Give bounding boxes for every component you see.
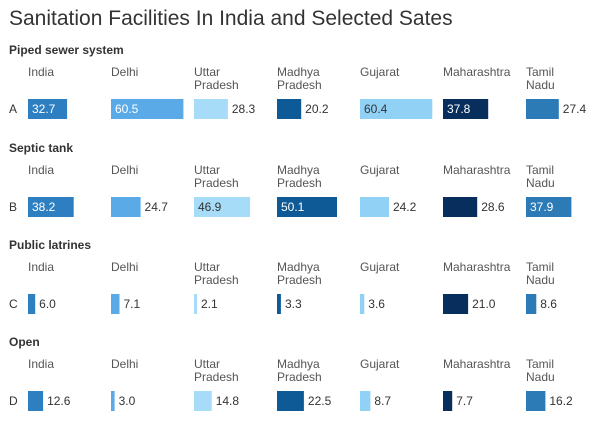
category-label-public-latrines-tamil-nadu: Tamil Nadu xyxy=(526,260,555,287)
bar-septic-tank-gujarat xyxy=(360,197,389,217)
value-label-septic-tank-maharashtra: 28.6 xyxy=(481,200,505,214)
value-label-public-latrines-delhi: 7.1 xyxy=(123,297,140,311)
bar-septic-tank-uttar-pradesh xyxy=(194,197,251,217)
category-label-piped-sewer-system-india: India xyxy=(28,65,54,79)
bar-septic-tank-madhya-pradesh xyxy=(277,197,337,217)
row-label-public-latrines: C xyxy=(9,297,18,311)
bar-open-india xyxy=(28,391,44,411)
bar-public-latrines-uttar-pradesh xyxy=(194,294,197,314)
value-label-public-latrines-madhya-pradesh: 3.3 xyxy=(285,297,302,311)
value-label-open-uttar-pradesh: 14.8 xyxy=(216,394,240,408)
bar-public-latrines-tamil-nadu xyxy=(526,294,537,314)
category-label-public-latrines-india: India xyxy=(28,260,54,274)
bar-open-delhi xyxy=(111,391,115,411)
value-label-piped-sewer-system-india: 32.7 xyxy=(32,102,56,116)
chart-title: Sanitation Facilities In India and Selec… xyxy=(9,7,453,30)
value-label-piped-sewer-system-gujarat: 60.4 xyxy=(364,102,388,116)
value-label-piped-sewer-system-madhya-pradesh: 20.2 xyxy=(305,102,329,116)
panel-title-septic-tank: Septic tank xyxy=(9,141,73,155)
value-label-public-latrines-tamil-nadu: 8.6 xyxy=(540,297,557,311)
value-label-septic-tank-uttar-pradesh: 46.9 xyxy=(198,200,222,214)
category-label-public-latrines-gujarat: Gujarat xyxy=(360,260,400,274)
value-label-open-india: 12.6 xyxy=(47,394,71,408)
bar-piped-sewer-system-delhi xyxy=(111,99,184,119)
category-label-septic-tank-uttar-pradesh: Uttar Pradesh xyxy=(194,163,239,190)
bar-open-gujarat xyxy=(360,391,371,411)
value-label-piped-sewer-system-maharashtra: 37.8 xyxy=(447,102,471,116)
bar-public-latrines-delhi xyxy=(111,294,120,314)
bar-open-maharashtra xyxy=(443,391,453,411)
bar-public-latrines-maharashtra xyxy=(443,294,469,314)
value-label-public-latrines-india: 6.0 xyxy=(39,297,56,311)
category-label-septic-tank-gujarat: Gujarat xyxy=(360,163,400,177)
category-label-piped-sewer-system-madhya-pradesh: Madhya Pradesh xyxy=(277,65,322,92)
value-label-open-maharashtra: 7.7 xyxy=(456,394,473,408)
category-label-public-latrines-uttar-pradesh: Uttar Pradesh xyxy=(194,260,239,287)
bar-piped-sewer-system-tamil-nadu xyxy=(526,99,559,119)
bar-septic-tank-india xyxy=(28,197,74,217)
value-label-public-latrines-maharashtra: 21.0 xyxy=(472,297,496,311)
category-label-septic-tank-india: India xyxy=(28,163,54,177)
category-label-piped-sewer-system-uttar-pradesh: Uttar Pradesh xyxy=(194,65,239,92)
value-label-septic-tank-madhya-pradesh: 50.1 xyxy=(281,200,305,214)
category-label-open-maharashtra: Maharashtra xyxy=(443,357,511,371)
category-label-public-latrines-madhya-pradesh: Madhya Pradesh xyxy=(277,260,322,287)
bar-public-latrines-madhya-pradesh xyxy=(277,294,281,314)
category-label-open-delhi: Delhi xyxy=(111,357,138,371)
category-label-open-tamil-nadu: Tamil Nadu xyxy=(526,357,555,384)
value-label-septic-tank-gujarat: 24.2 xyxy=(393,200,417,214)
row-label-septic-tank: B xyxy=(9,200,17,214)
bar-piped-sewer-system-maharashtra xyxy=(443,99,489,119)
bar-public-latrines-gujarat xyxy=(360,294,365,314)
bar-open-tamil-nadu xyxy=(526,391,546,411)
bar-septic-tank-maharashtra xyxy=(443,197,478,217)
panel-title-piped-sewer-system: Piped sewer system xyxy=(9,43,124,57)
bar-open-uttar-pradesh xyxy=(194,391,212,411)
category-label-public-latrines-maharashtra: Maharashtra xyxy=(443,260,511,274)
value-label-open-madhya-pradesh: 22.5 xyxy=(308,394,332,408)
bar-septic-tank-tamil-nadu xyxy=(526,197,572,217)
value-label-piped-sewer-system-delhi: 60.5 xyxy=(115,102,139,116)
panel-title-open: Open xyxy=(9,335,40,349)
value-label-public-latrines-gujarat: 3.6 xyxy=(368,297,385,311)
category-label-public-latrines-delhi: Delhi xyxy=(111,260,138,274)
bar-public-latrines-india xyxy=(28,294,36,314)
value-label-septic-tank-delhi: 24.7 xyxy=(145,200,169,214)
category-label-piped-sewer-system-delhi: Delhi xyxy=(111,65,138,79)
category-label-open-madhya-pradesh: Madhya Pradesh xyxy=(277,357,322,384)
bar-piped-sewer-system-uttar-pradesh xyxy=(194,99,228,119)
category-label-piped-sewer-system-tamil-nadu: Tamil Nadu xyxy=(526,65,555,92)
category-label-septic-tank-maharashtra: Maharashtra xyxy=(443,163,511,177)
row-label-piped-sewer-system: A xyxy=(9,102,17,116)
category-label-septic-tank-tamil-nadu: Tamil Nadu xyxy=(526,163,555,190)
category-label-open-india: India xyxy=(28,357,54,371)
category-label-open-gujarat: Gujarat xyxy=(360,357,400,371)
category-label-open-uttar-pradesh: Uttar Pradesh xyxy=(194,357,239,384)
bar-open-madhya-pradesh xyxy=(277,391,304,411)
value-label-piped-sewer-system-uttar-pradesh: 28.3 xyxy=(232,102,256,116)
panel-title-public-latrines: Public latrines xyxy=(9,238,91,252)
category-label-septic-tank-madhya-pradesh: Madhya Pradesh xyxy=(277,163,322,190)
bar-septic-tank-delhi xyxy=(111,197,141,217)
bar-piped-sewer-system-madhya-pradesh xyxy=(277,99,302,119)
value-label-septic-tank-tamil-nadu: 37.9 xyxy=(530,200,554,214)
value-label-piped-sewer-system-tamil-nadu: 27.4 xyxy=(563,102,587,116)
value-label-public-latrines-uttar-pradesh: 2.1 xyxy=(201,297,218,311)
bar-piped-sewer-system-india xyxy=(28,99,68,119)
row-label-open: D xyxy=(9,394,18,408)
category-label-septic-tank-delhi: Delhi xyxy=(111,163,138,177)
category-label-piped-sewer-system-gujarat: Gujarat xyxy=(360,65,400,79)
value-label-open-delhi: 3.0 xyxy=(119,394,136,408)
value-label-open-tamil-nadu: 16.2 xyxy=(549,394,573,408)
category-label-piped-sewer-system-maharashtra: Maharashtra xyxy=(443,65,511,79)
value-label-open-gujarat: 8.7 xyxy=(374,394,391,408)
value-label-septic-tank-india: 38.2 xyxy=(32,200,56,214)
bar-piped-sewer-system-gujarat xyxy=(360,99,433,119)
